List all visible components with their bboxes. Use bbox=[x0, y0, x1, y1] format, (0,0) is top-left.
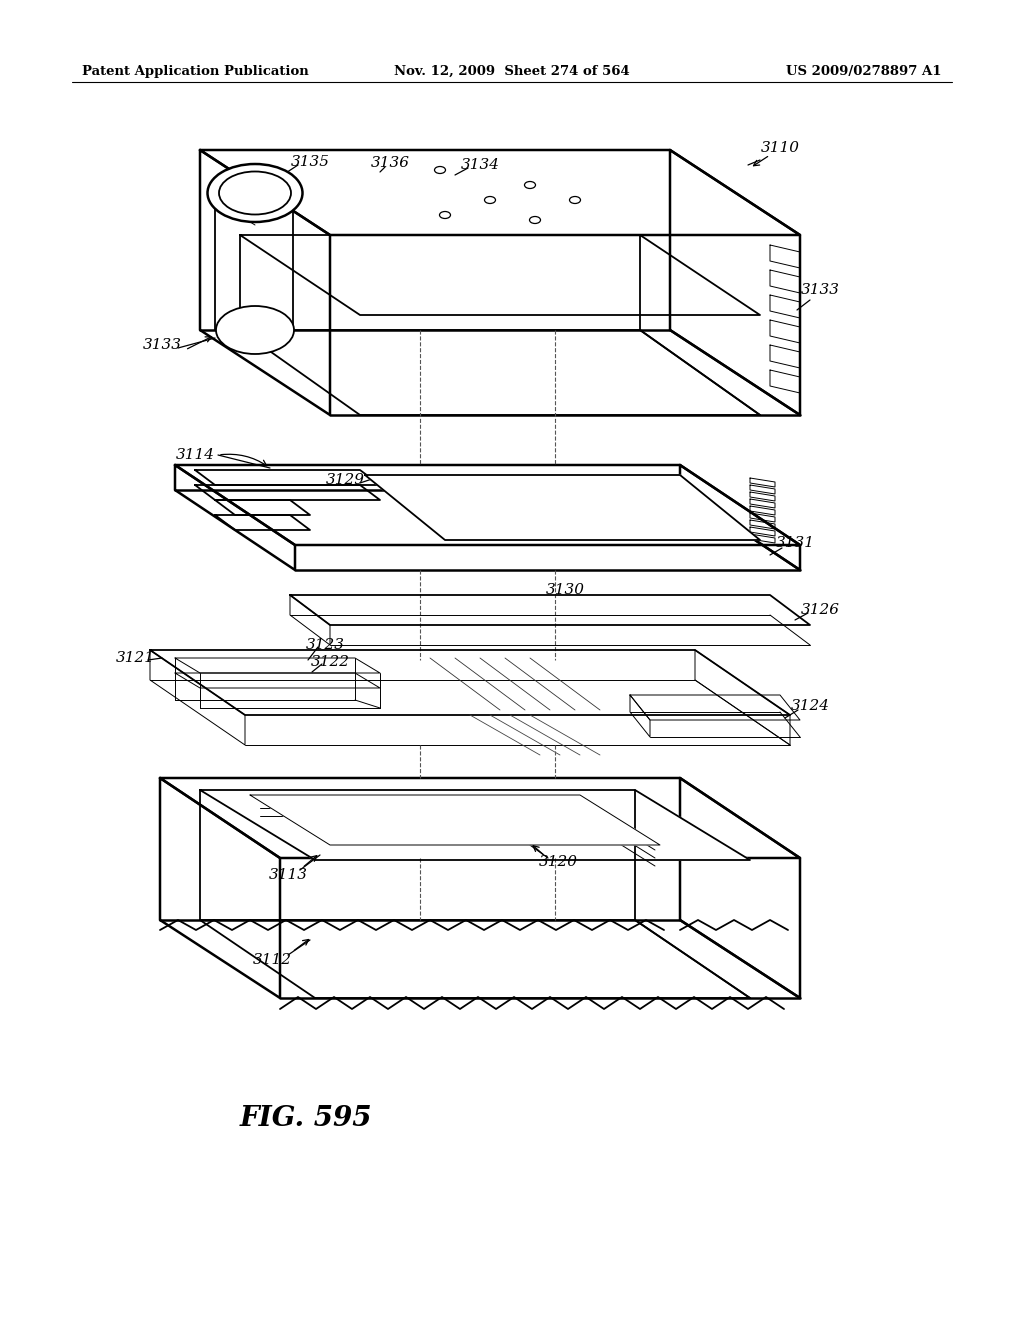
Polygon shape bbox=[770, 271, 800, 293]
Polygon shape bbox=[750, 506, 775, 515]
Polygon shape bbox=[200, 150, 330, 414]
Text: Nov. 12, 2009  Sheet 274 of 564: Nov. 12, 2009 Sheet 274 of 564 bbox=[394, 65, 630, 78]
Polygon shape bbox=[695, 649, 790, 744]
Text: 3120: 3120 bbox=[539, 855, 578, 869]
Ellipse shape bbox=[216, 306, 294, 354]
Text: US 2009/0278897 A1: US 2009/0278897 A1 bbox=[786, 65, 942, 78]
Polygon shape bbox=[630, 696, 650, 737]
Polygon shape bbox=[175, 465, 800, 545]
Text: 3126: 3126 bbox=[801, 603, 840, 616]
Polygon shape bbox=[770, 345, 800, 368]
Polygon shape bbox=[770, 294, 800, 318]
Polygon shape bbox=[750, 499, 775, 508]
Ellipse shape bbox=[208, 164, 302, 222]
Text: FIG. 595: FIG. 595 bbox=[240, 1105, 373, 1133]
Polygon shape bbox=[670, 150, 800, 414]
Polygon shape bbox=[150, 649, 245, 744]
Polygon shape bbox=[215, 515, 310, 531]
Polygon shape bbox=[290, 595, 810, 624]
Polygon shape bbox=[770, 370, 800, 393]
Text: 3136: 3136 bbox=[371, 156, 410, 170]
Ellipse shape bbox=[219, 172, 291, 214]
Text: 3121: 3121 bbox=[116, 651, 155, 665]
Text: 3110: 3110 bbox=[761, 141, 800, 154]
Polygon shape bbox=[770, 246, 800, 268]
Text: 3112: 3112 bbox=[253, 953, 292, 968]
Polygon shape bbox=[365, 475, 760, 540]
Ellipse shape bbox=[484, 197, 496, 203]
Text: 3134: 3134 bbox=[461, 158, 500, 172]
Ellipse shape bbox=[434, 166, 445, 173]
Polygon shape bbox=[150, 649, 790, 715]
Polygon shape bbox=[200, 150, 800, 235]
Text: 3135: 3135 bbox=[291, 154, 330, 169]
Polygon shape bbox=[250, 795, 660, 845]
Polygon shape bbox=[750, 484, 775, 494]
Polygon shape bbox=[175, 673, 380, 688]
Ellipse shape bbox=[524, 181, 536, 189]
Polygon shape bbox=[200, 789, 750, 861]
Text: 3113: 3113 bbox=[268, 869, 307, 882]
Polygon shape bbox=[750, 513, 775, 521]
Ellipse shape bbox=[439, 211, 451, 219]
Polygon shape bbox=[160, 777, 280, 998]
Polygon shape bbox=[680, 465, 800, 570]
Polygon shape bbox=[630, 696, 800, 719]
Text: 3133: 3133 bbox=[142, 338, 181, 352]
Text: 3133: 3133 bbox=[801, 282, 840, 297]
Text: 3124: 3124 bbox=[791, 700, 829, 713]
Polygon shape bbox=[160, 777, 800, 858]
Text: Patent Application Publication: Patent Application Publication bbox=[82, 65, 309, 78]
Ellipse shape bbox=[569, 197, 581, 203]
Text: 3123: 3123 bbox=[305, 638, 344, 652]
Polygon shape bbox=[290, 595, 330, 645]
Text: 3129: 3129 bbox=[326, 473, 365, 487]
Polygon shape bbox=[750, 492, 775, 502]
Polygon shape bbox=[195, 470, 380, 484]
Text: 3122: 3122 bbox=[310, 655, 349, 669]
Text: 3131: 3131 bbox=[775, 536, 814, 550]
Polygon shape bbox=[770, 319, 800, 343]
Polygon shape bbox=[750, 527, 775, 536]
Polygon shape bbox=[175, 465, 295, 570]
Polygon shape bbox=[240, 235, 760, 315]
Polygon shape bbox=[680, 777, 800, 998]
Polygon shape bbox=[750, 535, 775, 543]
Polygon shape bbox=[175, 657, 380, 673]
Polygon shape bbox=[215, 500, 310, 515]
Text: 3130: 3130 bbox=[546, 583, 585, 597]
Polygon shape bbox=[195, 484, 380, 500]
Polygon shape bbox=[750, 478, 775, 487]
Polygon shape bbox=[750, 520, 775, 529]
Ellipse shape bbox=[529, 216, 541, 223]
Text: 3114: 3114 bbox=[175, 447, 214, 462]
